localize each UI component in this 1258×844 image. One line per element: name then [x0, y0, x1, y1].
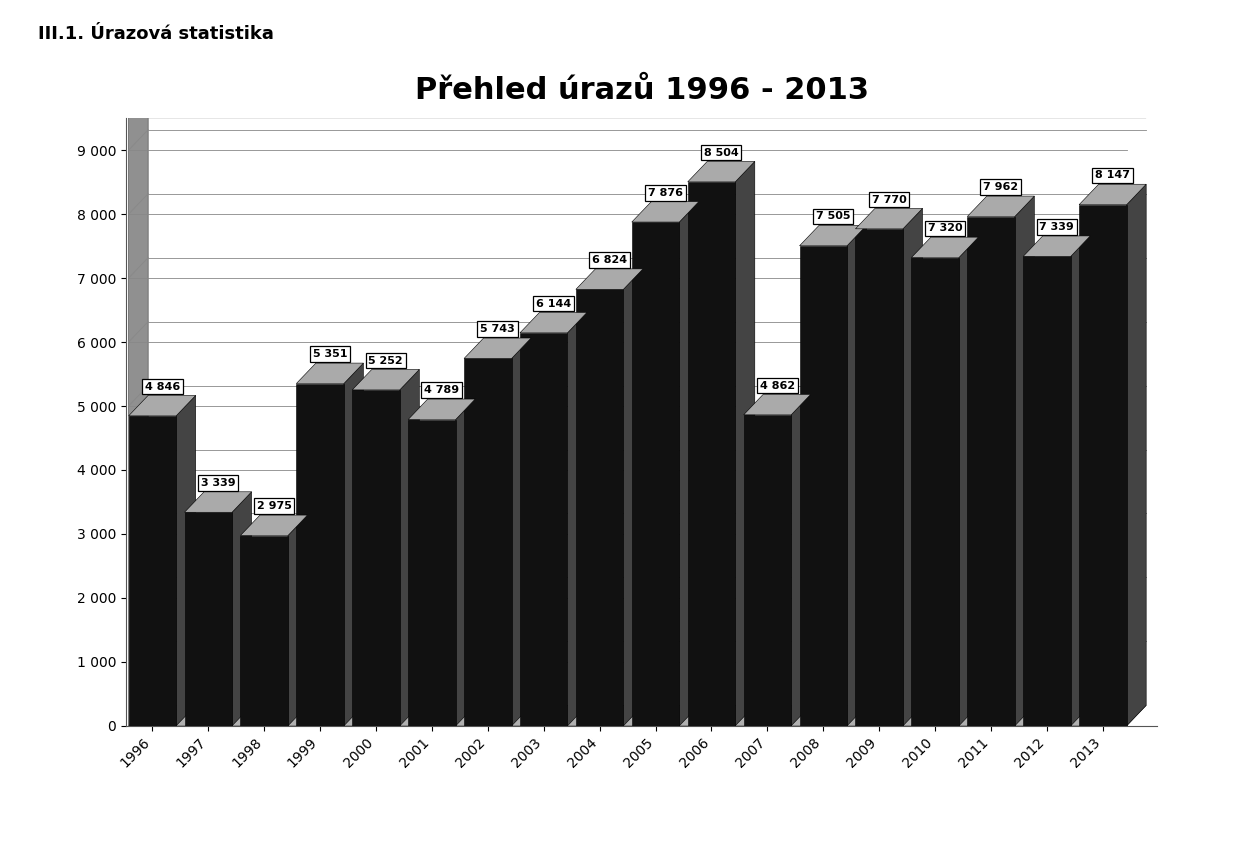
Polygon shape: [240, 515, 307, 536]
Bar: [1023, 257, 1071, 726]
Text: III.1. Úrazová statistika: III.1. Úrazová statistika: [38, 25, 274, 43]
Polygon shape: [455, 399, 476, 726]
Bar: [240, 536, 288, 726]
Bar: [1079, 205, 1127, 726]
Polygon shape: [967, 196, 1034, 217]
Polygon shape: [297, 363, 364, 383]
Polygon shape: [1071, 236, 1091, 726]
Polygon shape: [231, 492, 252, 726]
Bar: [520, 333, 567, 726]
Bar: [464, 359, 512, 726]
Text: 3 339: 3 339: [201, 478, 235, 488]
Text: 7 339: 7 339: [1039, 222, 1074, 232]
Text: 7 505: 7 505: [816, 212, 850, 221]
Text: 5 351: 5 351: [313, 349, 347, 360]
Polygon shape: [847, 225, 867, 726]
Text: 6 824: 6 824: [591, 255, 626, 265]
Bar: [743, 415, 791, 726]
Bar: [576, 289, 624, 726]
Text: 7 320: 7 320: [927, 224, 962, 233]
Text: 7 876: 7 876: [648, 187, 683, 197]
Bar: [128, 416, 176, 726]
Polygon shape: [576, 269, 643, 289]
Bar: [967, 217, 1015, 726]
Bar: [297, 383, 343, 726]
Polygon shape: [800, 225, 867, 246]
Polygon shape: [288, 515, 307, 726]
Text: 4 789: 4 789: [424, 385, 459, 395]
Bar: [352, 390, 400, 726]
Polygon shape: [855, 208, 922, 229]
Text: 6 144: 6 144: [536, 299, 571, 309]
Polygon shape: [1127, 184, 1146, 726]
Polygon shape: [688, 161, 755, 181]
Polygon shape: [791, 394, 810, 726]
Text: 8 147: 8 147: [1096, 170, 1130, 181]
Polygon shape: [624, 269, 643, 726]
Text: 5 743: 5 743: [481, 324, 515, 334]
Polygon shape: [735, 161, 755, 726]
Polygon shape: [743, 394, 810, 415]
Polygon shape: [959, 237, 979, 726]
Polygon shape: [512, 338, 531, 726]
Bar: [185, 512, 231, 726]
Bar: [800, 246, 847, 726]
Text: 4 846: 4 846: [145, 381, 180, 392]
Polygon shape: [679, 202, 699, 726]
Polygon shape: [128, 706, 1146, 726]
Bar: [632, 222, 679, 726]
Text: 7 770: 7 770: [872, 194, 906, 204]
Polygon shape: [903, 208, 922, 726]
Polygon shape: [632, 202, 699, 222]
Bar: [855, 229, 903, 726]
Title: Přehled úrazů 1996 - 2013: Přehled úrazů 1996 - 2013: [415, 76, 868, 105]
Polygon shape: [567, 312, 587, 726]
Polygon shape: [1015, 196, 1034, 726]
Polygon shape: [408, 399, 476, 419]
Text: 8 504: 8 504: [704, 148, 738, 158]
Polygon shape: [520, 312, 587, 333]
Polygon shape: [128, 98, 148, 726]
Text: 4 862: 4 862: [760, 381, 795, 391]
Polygon shape: [148, 98, 1146, 118]
Bar: [688, 181, 735, 726]
Polygon shape: [1079, 184, 1146, 205]
Polygon shape: [176, 395, 196, 726]
Polygon shape: [343, 363, 364, 726]
Bar: [911, 257, 959, 726]
Polygon shape: [1023, 236, 1091, 257]
Polygon shape: [185, 492, 252, 512]
Polygon shape: [352, 370, 419, 390]
Bar: [408, 419, 455, 726]
Text: 5 252: 5 252: [369, 355, 403, 365]
Polygon shape: [128, 395, 196, 416]
Text: 7 962: 7 962: [984, 182, 1019, 192]
Text: 2 975: 2 975: [257, 501, 292, 511]
Polygon shape: [911, 237, 979, 257]
Polygon shape: [464, 338, 531, 359]
Polygon shape: [400, 370, 419, 726]
